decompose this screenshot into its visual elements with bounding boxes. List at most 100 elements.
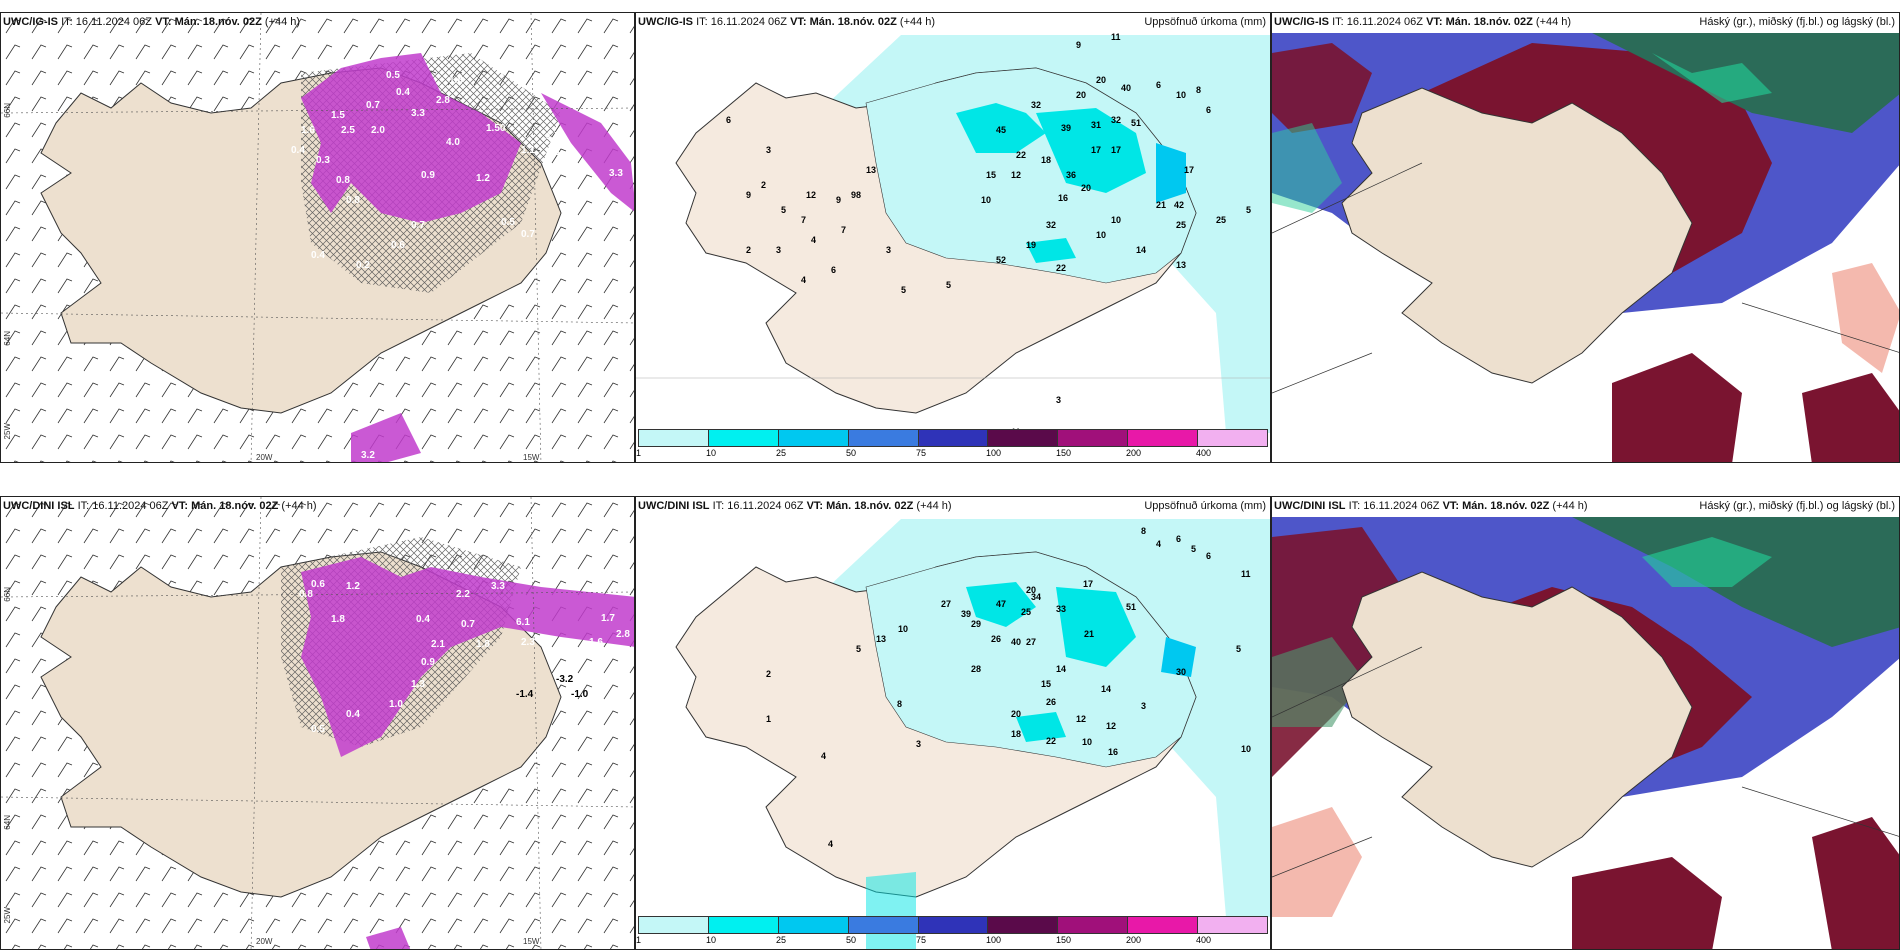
colorbar-tick-label: 100 [986,935,1002,945]
lon-label-25: 25W [3,423,12,440]
vt-label: VT: [806,500,824,512]
colorbar-swatch [848,430,919,446]
it-label: IT: [61,16,73,28]
value-label: 8 [1141,526,1146,536]
colorbar-swatch [1128,917,1199,933]
colorbar-swatch [988,430,1059,446]
value-label: 0.7 [521,229,535,240]
value-label: 40 [1121,83,1131,93]
vt-value: Mán. 18.nóv. 02Z [174,16,262,28]
value-label: 12 [1106,721,1116,731]
value-label: 0.3 [316,155,330,166]
value-label: 3.2 [361,450,375,461]
accum-values: 9 11 20 20 40 6 10 8 6 39 45 32 31 32 51… [726,32,1251,437]
map-title: Háský (gr.), miðský (fj.bl.) og lágský (… [1699,500,1895,512]
value-label: 1.5 [331,110,345,121]
value-label: 1.8 [476,639,490,650]
colorbar-tick-label: 150 [1056,448,1072,458]
value-label: 17 [1111,145,1121,155]
map-accum-precip: 8 4 6 5 6 11 20 17 47 34 27 25 33 51 29 … [675,519,1270,949]
value-label: 0.8 [336,175,350,186]
map-title: Uppsöfnuð úrkoma (mm) [1144,500,1266,512]
panel-header: UWC/DINI ISL IT: 16.11.2024 06Z VT: Mán.… [1,500,634,516]
value-label: 32 [1046,220,1056,230]
value-label: 0.5 [311,724,325,735]
value-label: 3.3 [546,147,560,158]
colorbar-tick-label: 75 [915,448,926,458]
vt-value: Mán. 18.nóv. 02Z [1445,16,1533,28]
it-value: 16.11.2024 06Z [727,500,804,512]
value-label: 1.50 [486,123,506,134]
it-value: 16.11.2024 06Z [92,500,169,512]
lead-time: (+44 h) [916,500,952,512]
value-label: 15 [986,170,996,180]
value-label: 8 [897,699,902,709]
colorbar-swatch [708,917,779,933]
lead-time: (+44 h) [264,16,301,28]
value-label: 1.1 [521,145,535,156]
lead-time: (+44 h) [1535,16,1572,28]
lead-time: (+44 h) [1552,500,1588,512]
value-label: 0.4 [416,614,430,625]
colorbar-tick-label: 150 [1056,935,1072,945]
it-value: 16.11.2024 06Z [710,16,787,28]
colorbar-tick-label: 25 [775,935,786,945]
value-label: 6 [1206,105,1211,115]
it-value: 16.11.2024 06Z [1363,500,1440,512]
value-label: 0.7 [411,220,425,231]
value-label: 6 [1206,551,1211,561]
value-label: 25 [1176,220,1186,230]
value-label: 9 [836,195,841,205]
colorbar-swatch [848,917,919,933]
value-label: 1.6 [301,125,315,136]
value-label: 13 [1176,260,1186,270]
value-label: 3 [766,145,771,155]
panel-accum-precip-bottom: UWC/DINI ISL IT: 16.11.2024 06Z VT: Mán.… [635,496,1271,950]
value-label: 30 [1176,667,1186,677]
colorbar-swatch [778,917,849,933]
value-label: 3 [1141,701,1146,711]
value-label: 1 [766,714,771,724]
value-label: 17 [1083,579,1093,589]
model-label: UWC/DINI ISL [1274,500,1346,512]
value-label: 28 [971,664,981,674]
colorbar-tick-label: 25 [775,448,786,458]
value-label: 8 [856,190,861,200]
value-label: 4 [821,751,826,761]
colorbar-cells [638,916,1268,934]
value-label: 52 [996,255,1006,265]
value-label: 2 [746,245,751,255]
map-cloud-cover [1272,33,1899,462]
lead-time: (+44 h) [899,16,936,28]
colorbar-tick-label: 400 [1195,448,1212,458]
value-label: 0.4 [291,145,305,156]
lon-label-15: 15W [523,937,540,946]
value-label: 6.1 [516,617,530,628]
value-label: 31 [1091,120,1101,130]
value-label: 51 [1126,602,1136,612]
value-label: 39 [961,609,971,619]
value-label: 13 [876,634,886,644]
value-label: 36 [1066,170,1076,180]
value-label: 3.3 [491,581,505,592]
value-label: 22 [1046,736,1056,746]
value-label: 2.2 [456,589,470,600]
value-label: 0.4 [396,87,410,98]
value-label: 25 [1216,215,1226,225]
map-accum-precip: 9 11 20 20 40 6 10 8 6 39 45 32 31 32 51… [636,32,1270,437]
value-label: 15 [1041,679,1051,689]
value-label: 0.5 [501,217,515,228]
value-label: 0.7 [461,619,475,630]
value-label: 26 [991,634,1001,644]
value-label: 1.6 [589,637,603,648]
value-label: -1.4 [516,689,534,700]
it-label: IT: [696,16,708,28]
value-label: -3.2 [556,674,574,685]
value-label: 20 [1011,709,1021,719]
value-label: 2.8 [616,629,630,640]
map-cloud-cover [1272,517,1899,949]
precip-magenta-area [301,53,521,223]
value-label: 33 [1056,604,1066,614]
model-label: UWC/DINI ISL [638,500,710,512]
panel-header: UWC/DINI ISL IT: 16.11.2024 06Z VT: Mán.… [1272,500,1899,516]
